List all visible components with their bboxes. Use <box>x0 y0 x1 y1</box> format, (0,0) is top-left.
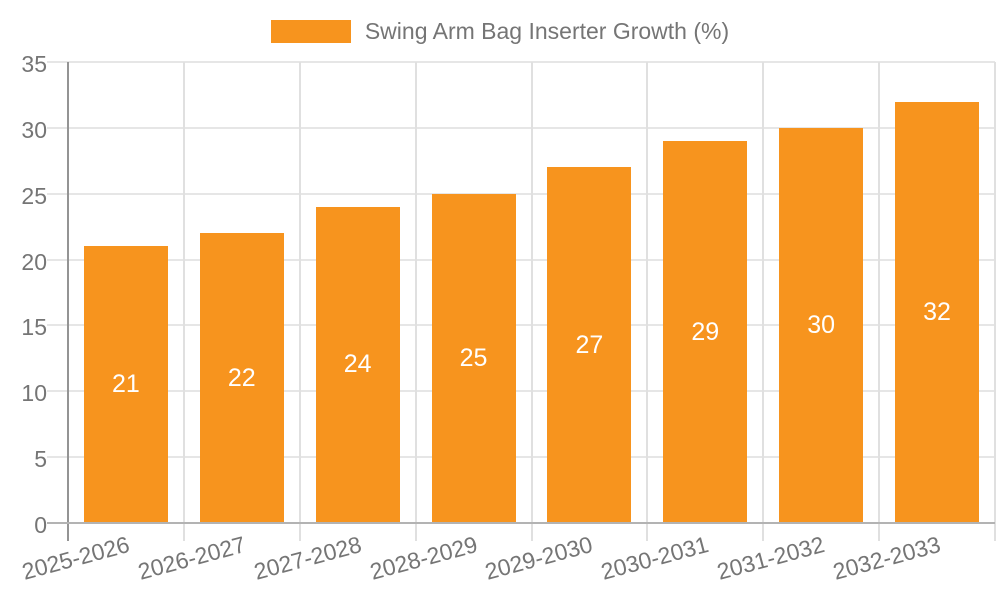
legend-swatch <box>270 20 351 43</box>
y-tick-label: 0 <box>34 512 47 538</box>
gridline-v <box>414 62 417 541</box>
x-axis-line <box>47 522 995 524</box>
bar: 29 <box>663 141 748 523</box>
bar-value-label: 22 <box>227 363 256 392</box>
y-tick-label: 25 <box>21 182 47 209</box>
y-tick-label: 30 <box>21 116 47 143</box>
legend-label: Swing Arm Bag Inserter Growth (%) <box>364 18 730 44</box>
y-tick-label: 10 <box>21 380 47 407</box>
bar: 24 <box>315 206 400 523</box>
gridline-h <box>47 456 995 459</box>
y-tick-label: 35 <box>21 51 47 77</box>
bar: 21 <box>83 246 168 523</box>
gridline-v <box>182 62 185 541</box>
bar-value-label: 21 <box>112 370 140 399</box>
legend: Swing Arm Bag Inserter Growth (%) <box>0 18 1000 45</box>
y-tick-label: 20 <box>21 248 47 275</box>
gridline-h <box>47 61 995 63</box>
gridline-v <box>530 62 533 541</box>
gridline-v <box>878 62 881 541</box>
gridline-v <box>762 62 765 541</box>
y-tick-label: 15 <box>21 314 47 341</box>
gridline-h <box>47 192 995 195</box>
bar: 27 <box>547 167 632 523</box>
bar-value-label: 29 <box>691 317 720 346</box>
bar: 30 <box>779 127 864 523</box>
gridline-v <box>994 62 996 541</box>
gridline-h <box>47 258 995 261</box>
gridline-v <box>298 62 301 541</box>
gridline-h <box>47 390 995 393</box>
bar: 22 <box>199 233 284 523</box>
bar-value-label: 27 <box>575 330 604 359</box>
bar-value-label: 25 <box>459 343 488 372</box>
y-axis-line <box>67 62 69 541</box>
y-tick-label: 5 <box>34 446 47 473</box>
bar-value-label: 30 <box>807 310 836 339</box>
bar-value-label: 24 <box>343 350 372 379</box>
gridline-v <box>646 62 649 541</box>
plot-area: 21 22 24 25 27 29 30 32 <box>47 61 996 541</box>
bar-value-label: 32 <box>923 297 951 326</box>
gridline-h <box>47 324 995 327</box>
bar: 25 <box>431 193 516 523</box>
gridline-h <box>47 126 995 129</box>
bar: 32 <box>895 101 979 523</box>
